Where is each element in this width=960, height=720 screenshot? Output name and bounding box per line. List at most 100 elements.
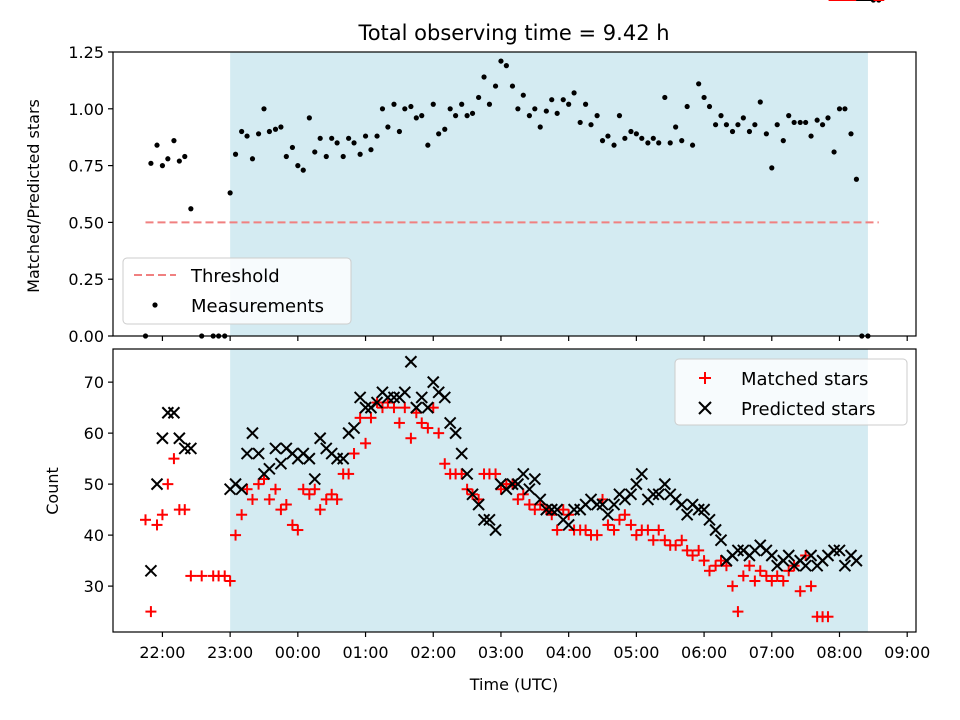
matched-star-point xyxy=(771,570,783,582)
measurement-point xyxy=(357,151,363,157)
measurement-point xyxy=(239,128,245,135)
measurement-point xyxy=(249,156,256,162)
predicted-star-point xyxy=(601,508,615,521)
predicted-star-point xyxy=(827,544,841,557)
predicted-star-point xyxy=(635,467,648,481)
measurement-point xyxy=(645,140,651,146)
predicted-star-point xyxy=(590,498,604,511)
predicted-star-point xyxy=(449,426,462,440)
x-tick-label: 09:00 xyxy=(884,643,930,662)
predicted-star-point xyxy=(680,508,694,521)
matched-star-point xyxy=(681,544,693,556)
measurement-point xyxy=(346,135,352,141)
measurement-point xyxy=(244,133,250,139)
measurement-point xyxy=(430,101,436,107)
predicted-star-point xyxy=(150,477,164,491)
matched-star-point xyxy=(490,468,502,480)
measurement-point xyxy=(701,94,707,101)
matched-star-point xyxy=(653,524,665,536)
measurement-point xyxy=(165,156,171,162)
measurement-point xyxy=(469,110,476,116)
matched-star-point xyxy=(703,565,715,577)
matched-star-point xyxy=(314,504,326,516)
matched-star-point xyxy=(534,499,546,511)
matched-star-point xyxy=(320,493,332,505)
matched-star-point xyxy=(613,514,625,526)
matched-star-point xyxy=(630,529,642,541)
measurement-point xyxy=(419,113,425,119)
predicted-star-point xyxy=(528,472,542,486)
matched-star-point xyxy=(805,580,817,592)
measurement-point xyxy=(312,149,318,155)
y-tick-label: 0.50 xyxy=(68,213,104,232)
matched-star-point xyxy=(263,493,275,505)
measurement-point xyxy=(447,106,453,112)
measurement-point xyxy=(481,74,487,80)
measurement-point xyxy=(577,119,583,126)
predicted-star-point xyxy=(731,544,745,557)
matched-star-point xyxy=(303,488,315,500)
predicted-star-point xyxy=(630,477,643,491)
measurement-point xyxy=(391,101,397,107)
predicted-star-point xyxy=(308,472,321,486)
predicted-star-point xyxy=(455,447,468,460)
predicted-star-point xyxy=(427,375,440,389)
x-tick-label: 06:00 xyxy=(681,643,727,662)
matched-star-point xyxy=(737,570,749,582)
matched-star-point xyxy=(512,493,524,505)
matched-star-point xyxy=(343,468,355,480)
measurement-point xyxy=(757,99,763,105)
predicted-star-point xyxy=(799,559,812,572)
y-tick-label: 60 xyxy=(84,424,104,443)
measurement-point xyxy=(159,163,166,169)
measurement-point xyxy=(718,113,724,119)
matched-star-point xyxy=(275,504,287,516)
predicted-star-point xyxy=(336,452,350,465)
matched-star-point xyxy=(179,504,191,516)
measurement-point xyxy=(329,135,335,141)
measurement-point xyxy=(780,138,786,144)
measurement-point xyxy=(452,113,459,119)
matched-star-point xyxy=(822,611,834,623)
legend-predicted-label: Predicted stars xyxy=(741,399,875,420)
matched-star-point xyxy=(326,488,338,500)
predicted-star-point xyxy=(534,493,547,506)
measurement-point xyxy=(317,135,323,141)
measurement-point xyxy=(639,135,645,141)
matched-star-point xyxy=(427,402,439,414)
matched-star-point xyxy=(331,493,343,505)
matched-star-point xyxy=(246,493,258,505)
matched-star-point xyxy=(591,529,603,541)
ratio-panel: 0.00 0.25 0.50 0.75 1.00 1.25 Matched/Predict… xyxy=(24,0,917,346)
matched-star-point xyxy=(253,478,265,490)
x-tick-label: 08:00 xyxy=(816,643,862,662)
measurement-point xyxy=(486,101,493,107)
predicted-star-point xyxy=(173,432,186,445)
measurement-point xyxy=(611,142,617,148)
matched-star-point xyxy=(286,519,298,531)
predicted-star-point xyxy=(263,462,276,476)
matched-star-point xyxy=(365,412,377,424)
predicted-star-point xyxy=(252,447,265,460)
measurement-point xyxy=(774,122,780,128)
measurement-point xyxy=(582,101,589,107)
measurement-point xyxy=(791,119,797,126)
predicted-star-point xyxy=(562,518,575,532)
measurement-point xyxy=(232,151,239,157)
predicted-star-point xyxy=(240,447,254,460)
matched-star-point xyxy=(162,478,174,490)
matched-star-point xyxy=(732,606,744,618)
matched-star-point xyxy=(280,499,292,511)
measurement-point xyxy=(650,135,656,141)
predicted-star-point xyxy=(483,513,496,527)
matched-star-point xyxy=(196,570,208,582)
measurement-point xyxy=(616,113,623,119)
legend-matched-label: Matched stars xyxy=(741,369,868,390)
predicted-star-point xyxy=(624,488,638,501)
matched-star-point xyxy=(557,504,569,516)
measurement-point xyxy=(814,117,820,123)
y-tick-label: 0.25 xyxy=(68,270,104,289)
legend-matched-swatch xyxy=(699,372,711,384)
matched-star-point xyxy=(619,509,631,521)
x-tick-label: 07:00 xyxy=(749,643,795,662)
